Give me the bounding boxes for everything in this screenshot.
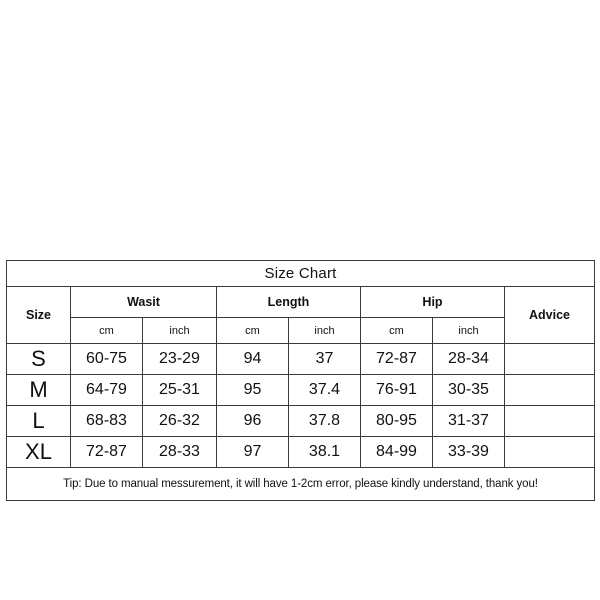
size-label: M — [6, 374, 71, 406]
cell-waist-inch: 23-29 — [142, 343, 217, 375]
tip-note: Tip: Due to manual messurement, it will … — [5, 467, 596, 501]
column-header-advice: Advice — [503, 286, 596, 344]
column-header-length: Length — [216, 286, 361, 318]
cell-hip-cm: 72-87 — [360, 343, 433, 375]
cell-waist-inch: 28-33 — [142, 436, 217, 468]
unit-header-hip-inch: inch — [432, 317, 505, 344]
table-row: S 60-75 23-29 94 37 72-87 28-34 — [6, 343, 596, 375]
cell-advice — [503, 405, 596, 437]
unit-header-length-cm: cm — [216, 317, 289, 344]
column-header-hip: Hip — [360, 286, 505, 318]
column-header-waist: Wasit — [70, 286, 217, 318]
chart-title-row: Size Chart — [5, 260, 596, 287]
column-header-size: Size — [6, 286, 71, 344]
size-label: XL — [6, 436, 71, 468]
table-row: M 64-79 25-31 95 37.4 76-91 30-35 — [6, 374, 596, 406]
size-label: L — [6, 405, 71, 437]
table-row: XL 72-87 28-33 97 38.1 84-99 33-39 — [6, 436, 596, 468]
cell-length-cm: 95 — [216, 374, 289, 406]
group-header-row: Size Wasit Length Hip Advice — [6, 286, 596, 344]
cell-length-cm: 97 — [216, 436, 289, 468]
cell-length-inch: 38.1 — [288, 436, 361, 468]
cell-waist-cm: 64-79 — [70, 374, 143, 406]
cell-hip-cm: 80-95 — [360, 405, 433, 437]
cell-length-inch: 37.4 — [288, 374, 361, 406]
unit-header-length-inch: inch — [288, 317, 361, 344]
size-label: S — [6, 343, 71, 375]
unit-header-row: cm inch cm inch cm inch — [7, 317, 595, 344]
cell-hip-inch: 28-34 — [432, 343, 505, 375]
cell-length-inch: 37.8 — [288, 405, 361, 437]
cell-hip-inch: 30-35 — [432, 374, 505, 406]
tip-row: Tip: Due to manual messurement, it will … — [5, 467, 596, 501]
cell-waist-cm: 60-75 — [70, 343, 143, 375]
cell-waist-inch: 26-32 — [142, 405, 217, 437]
cell-advice — [503, 436, 596, 468]
cell-hip-inch: 31-37 — [432, 405, 505, 437]
size-chart-container: Size Chart Size Wasit Length Hip Advice … — [5, 260, 596, 501]
cell-waist-cm: 72-87 — [70, 436, 143, 468]
cell-hip-cm: 76-91 — [360, 374, 433, 406]
unit-header-waist-cm: cm — [70, 317, 143, 344]
size-chart-table: Size Chart Size Wasit Length Hip Advice … — [5, 260, 596, 501]
table-row: L 68-83 26-32 96 37.8 80-95 31-37 — [6, 405, 596, 437]
cell-advice — [503, 343, 596, 375]
cell-length-cm: 94 — [216, 343, 289, 375]
cell-hip-inch: 33-39 — [432, 436, 505, 468]
cell-length-inch: 37 — [288, 343, 361, 375]
unit-header-hip-cm: cm — [360, 317, 433, 344]
cell-hip-cm: 84-99 — [360, 436, 433, 468]
cell-length-cm: 96 — [216, 405, 289, 437]
cell-waist-inch: 25-31 — [142, 374, 217, 406]
unit-header-waist-inch: inch — [142, 317, 217, 344]
cell-waist-cm: 68-83 — [70, 405, 143, 437]
page-title: Size Chart — [5, 260, 596, 287]
cell-advice — [503, 374, 596, 406]
